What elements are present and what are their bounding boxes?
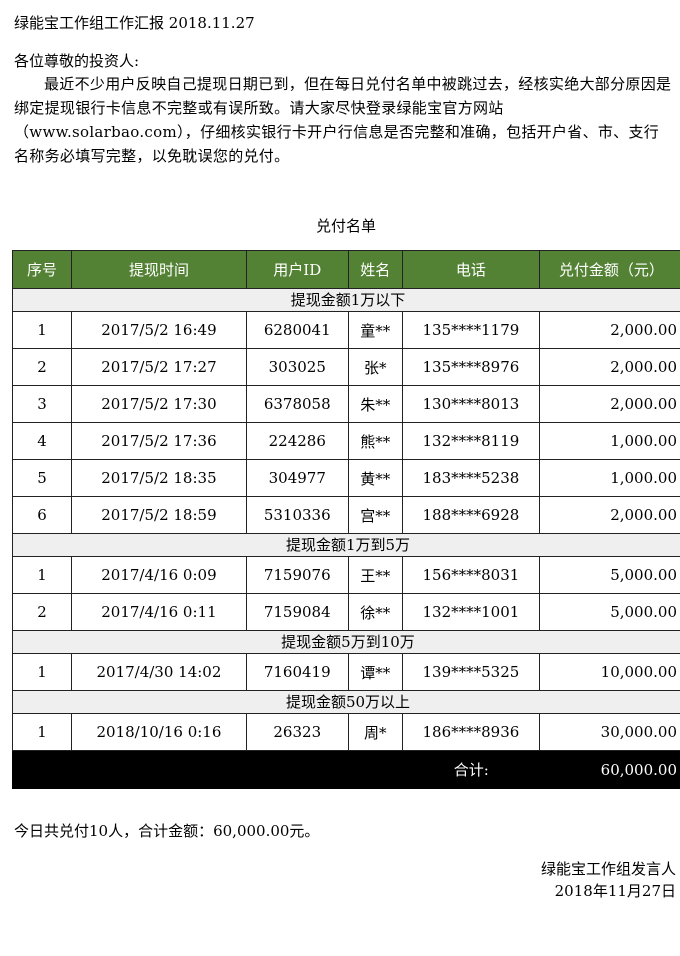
table-cell: 5310336 (245, 496, 349, 534)
table-cell: 135****8976 (402, 348, 540, 386)
table-cell: 2,000.00 (538, 348, 680, 386)
table-cell: 1 (12, 311, 72, 349)
table-cell: 朱** (347, 385, 404, 423)
table-cell: 2017/4/16 0:11 (70, 593, 247, 631)
group-row: 提现金额50万以上 (12, 690, 680, 714)
table-cell: 黄** (347, 459, 404, 497)
table-cell: 张* (347, 348, 404, 386)
body-paragraph: 最近不少用户反映自己提现日期已到，但在每日兑付名单中被跳过去，经核实绝大部分原因… (14, 75, 672, 165)
table-cell: 6 (12, 496, 72, 534)
table-row: 4 2017/5/2 17:36 224286 熊** 132****8119 1,000… (12, 422, 680, 460)
group-label: 提现金额1万以下 (12, 288, 680, 312)
table-cell: 1 (12, 713, 72, 751)
table-cell: 谭** (347, 653, 404, 691)
total-value: 60,000.00 (538, 750, 680, 789)
table-cell: 26323 (245, 713, 349, 751)
report-title: 绿能宝工作组工作汇报 2018.11.27 (14, 14, 255, 32)
total-label: 合计: (12, 750, 540, 789)
sign-date: 2018年11月27日 (554, 882, 676, 900)
total-row: 合计: 60,000.00 (12, 750, 680, 789)
table-cell: 2017/5/2 18:59 (70, 496, 247, 534)
table-cell: 王** (347, 556, 404, 594)
table-cell: 186****8936 (402, 713, 540, 751)
table-cell: 1,000.00 (538, 459, 680, 497)
table-cell: 2017/4/30 14:02 (70, 653, 247, 691)
table-cell: 徐** (347, 593, 404, 631)
table-cell: 宫** (347, 496, 404, 534)
signature: 绿能宝工作组发言人 (540, 860, 676, 878)
table-cell: 5 (12, 459, 72, 497)
group-row: 提现金额1万到5万 (12, 533, 680, 557)
table-cell: 304977 (245, 459, 349, 497)
column-header: 兑付金额（元） (538, 250, 680, 289)
group-label: 提现金额50万以上 (12, 690, 680, 714)
table-cell: 188****6928 (402, 496, 540, 534)
table-cell: 童** (347, 311, 404, 349)
table-title: 兑付名单 (315, 217, 376, 235)
table-cell: 1 (12, 556, 72, 594)
table-cell: 2,000.00 (538, 311, 680, 349)
table-cell: 132****1001 (402, 593, 540, 631)
table-cell: 303025 (245, 348, 349, 386)
table-cell: 4 (12, 422, 72, 460)
greeting: 各位尊敬的投资人: (14, 52, 140, 70)
table-row: 6 2017/5/2 18:59 5310336 宫** 188****6928 2,00… (12, 496, 680, 534)
column-header: 电话 (402, 250, 540, 289)
table-cell: 3 (12, 385, 72, 423)
group-label: 提现金额1万到5万 (12, 533, 680, 557)
table-row: 5 2017/5/2 18:35 304977 黄** 183****5238 1,000… (12, 459, 680, 497)
table-cell: 1,000.00 (538, 422, 680, 460)
column-header: 提现时间 (70, 250, 247, 289)
table-cell: 2 (12, 348, 72, 386)
summary: 今日共兑付10人，合计金额：60,000.00元。 (14, 822, 320, 840)
table-cell: 2017/5/2 18:35 (70, 459, 247, 497)
table-row: 3 2017/5/2 17:30 6378058 朱** 130****8013 2,00… (12, 385, 680, 423)
table-cell: 2017/5/2 17:30 (70, 385, 247, 423)
table-cell: 132****8119 (402, 422, 540, 460)
table-cell: 10,000.00 (538, 653, 680, 691)
table-row: 2 2017/4/16 0:11 7159084 徐** 132****1001 5,00… (12, 593, 680, 631)
table-row: 2 2017/5/2 17:27 303025 张* 135****8976 2,000.… (12, 348, 680, 386)
table-cell: 6280041 (245, 311, 349, 349)
column-header: 序号 (12, 250, 72, 289)
column-header: 用户ID (245, 250, 349, 289)
table-cell: 2017/4/16 0:09 (70, 556, 247, 594)
table-row: 1 2017/5/2 16:49 6280041 童** 135****1179 2,00… (12, 311, 680, 349)
group-row: 提现金额5万到10万 (12, 630, 680, 654)
table-cell: 2017/5/2 17:27 (70, 348, 247, 386)
table-cell: 135****1179 (402, 311, 540, 349)
table-cell: 6378058 (245, 385, 349, 423)
table-header: 序号 提现时间 用户ID 姓名 电话 兑付金额（元） (12, 250, 680, 289)
table-cell: 5,000.00 (538, 556, 680, 594)
table-cell: 156****8031 (402, 556, 540, 594)
table-row: 1 2017/4/16 0:09 7159076 王** 156****8031 5,00… (12, 556, 680, 594)
column-header: 姓名 (347, 250, 404, 289)
table-cell: 2,000.00 (538, 496, 680, 534)
table-cell: 2,000.00 (538, 385, 680, 423)
table-cell: 224286 (245, 422, 349, 460)
group-label: 提现金额5万到10万 (12, 630, 680, 654)
table-cell: 1 (12, 653, 72, 691)
table-cell: 7159084 (245, 593, 349, 631)
table-cell: 2 (12, 593, 72, 631)
table-cell: 熊** (347, 422, 404, 460)
table-cell: 2017/5/2 16:49 (70, 311, 247, 349)
table-cell: 周* (347, 713, 404, 751)
table-cell: 183****5238 (402, 459, 540, 497)
table-cell: 7159076 (245, 556, 349, 594)
table-cell: 2018/10/16 0:16 (70, 713, 247, 751)
group-row: 提现金额1万以下 (12, 288, 680, 312)
table-cell: 5,000.00 (538, 593, 680, 631)
table-row: 1 2017/4/30 14:02 7160419 谭** 139****5325 10,… (12, 653, 680, 691)
table-cell: 7160419 (245, 653, 349, 691)
table-cell: 139****5325 (402, 653, 540, 691)
table-cell: 2017/5/2 17:36 (70, 422, 247, 460)
table-row: 1 2018/10/16 0:16 26323 周* 186****8936 30,000… (12, 713, 680, 751)
table-cell: 130****8013 (402, 385, 540, 423)
payout-table: 序号 提现时间 用户ID 姓名 电话 兑付金额（元） 提现金额1万以下 1 2017/5/2 … (12, 250, 680, 789)
table-cell: 30,000.00 (538, 713, 680, 751)
